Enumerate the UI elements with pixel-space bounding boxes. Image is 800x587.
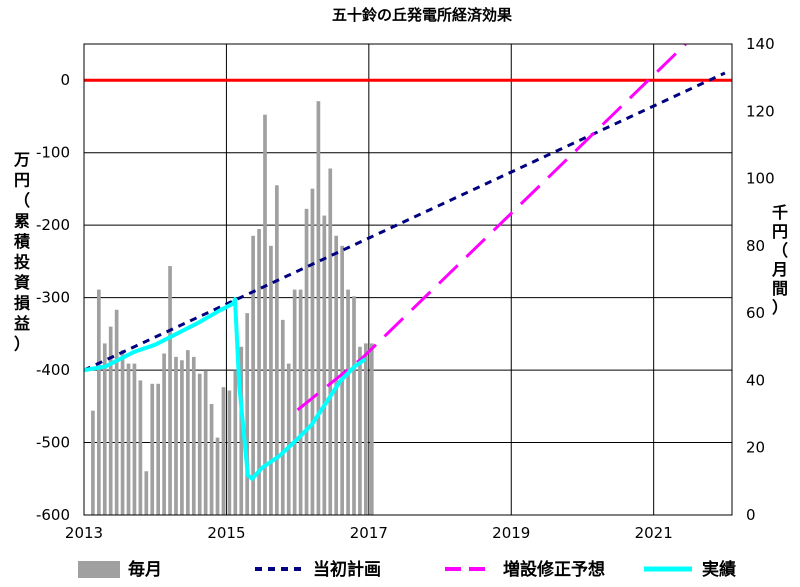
x-tick-label: 2017 — [350, 524, 388, 542]
series-line-long-dashed — [296, 44, 687, 412]
monthly-bar — [197, 373, 202, 515]
right-tick-label: 80 — [746, 237, 765, 255]
monthly-bar — [280, 319, 285, 515]
right-axis-label: 千円（月間） — [771, 203, 788, 317]
monthly-bar — [239, 346, 244, 515]
monthly-bar — [257, 229, 261, 516]
plot-frame — [83, 43, 733, 516]
right-tick-label: 100 — [746, 170, 775, 188]
monthly-bar — [162, 353, 166, 515]
monthly-bar — [358, 346, 362, 515]
left-tick-label: -300 — [36, 289, 70, 307]
left-axis-label: 万円（累積投資損益） — [13, 150, 31, 354]
monthly-bars — [91, 101, 374, 516]
left-tick-label: -600 — [36, 506, 70, 524]
monthly-bar — [215, 437, 220, 515]
monthly-bar — [174, 356, 178, 515]
monthly-bar — [186, 350, 190, 515]
monthly-bar — [227, 390, 232, 515]
legend-label: 実績 — [702, 559, 736, 580]
monthly-bar — [292, 289, 297, 515]
monthly-bar — [245, 313, 250, 515]
monthly-bar — [126, 363, 131, 515]
monthly-bar — [96, 289, 101, 515]
monthly-bar — [286, 363, 291, 515]
monthly-bar — [168, 266, 172, 515]
monthly-bar — [102, 343, 107, 515]
monthly-bar — [203, 370, 208, 515]
monthly-bar — [334, 235, 339, 515]
monthly-bar — [132, 363, 137, 515]
series-line-dashed — [84, 71, 726, 372]
legend-label: 毎月 — [128, 559, 162, 580]
left-tick-label: -500 — [36, 434, 70, 452]
left-tick-label: -200 — [36, 216, 70, 234]
monthly-bar — [298, 289, 303, 515]
monthly-bar — [346, 289, 350, 515]
monthly-bar — [251, 235, 255, 515]
monthly-bar — [221, 387, 226, 515]
monthly-bar — [156, 383, 161, 515]
monthly-bar — [144, 471, 149, 515]
right-tick-label: 120 — [746, 102, 775, 120]
left-tick-label: -400 — [36, 361, 70, 379]
monthly-bar — [310, 188, 315, 515]
x-tick-label: 2021 — [635, 524, 673, 542]
right-tick-label: 40 — [746, 371, 765, 389]
monthly-bar — [180, 360, 184, 515]
monthly-bar — [269, 245, 273, 515]
monthly-bar — [108, 326, 113, 515]
legend-swatch-bar — [78, 561, 120, 578]
monthly-bar — [352, 296, 356, 515]
legend-label: 当初計画 — [313, 559, 381, 580]
right-axis-ticks: 0 20 40 60 80 100 120 140 — [746, 35, 775, 524]
monthly-bar — [191, 356, 196, 515]
left-tick-label: 0 — [60, 71, 70, 89]
right-tick-label: 60 — [746, 304, 765, 322]
series-lines — [84, 44, 726, 481]
chart-title: 五十鈴の丘発電所経済効果 — [332, 6, 513, 24]
right-tick-label: 20 — [746, 439, 765, 457]
monthly-bar — [322, 215, 327, 516]
monthly-bar — [275, 185, 279, 516]
x-tick-label: 2015 — [207, 524, 245, 542]
monthly-bar — [138, 380, 143, 515]
series-line-solid — [84, 297, 367, 481]
monthly-bar — [120, 350, 125, 515]
monthly-bar — [316, 101, 321, 515]
x-tick-label: 2019 — [492, 524, 530, 542]
right-tick-label: 0 — [746, 506, 756, 524]
monthly-bar — [91, 410, 95, 515]
right-tick-label: 140 — [746, 35, 775, 53]
x-tick-label: 2013 — [65, 524, 103, 542]
monthly-bar — [328, 168, 333, 515]
legend-label: 増設修正予想 — [503, 559, 605, 580]
monthly-bar — [369, 343, 374, 515]
monthly-bar — [114, 309, 119, 515]
monthly-bar — [263, 114, 267, 516]
monthly-bar — [150, 383, 155, 515]
monthly-bar — [233, 370, 238, 515]
monthly-bar — [364, 343, 368, 515]
monthly-bar — [209, 403, 214, 515]
left-tick-label: -100 — [36, 144, 70, 162]
legend: 毎月 当初計画 増設修正予想 実績 — [78, 559, 736, 580]
left-axis-ticks: 0 -100 -200 -300 -400 -500 -600 — [36, 71, 70, 524]
x-axis-ticks: 2013 2015 2017 2019 2021 — [65, 524, 673, 542]
monthly-bar — [304, 208, 309, 515]
